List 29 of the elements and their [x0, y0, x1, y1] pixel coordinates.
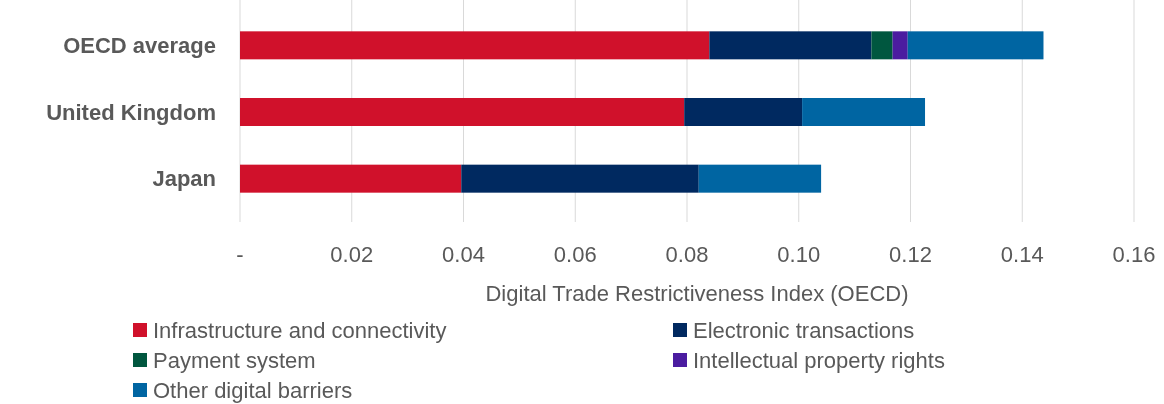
- x-tick-label: 0.12: [889, 242, 932, 267]
- bar: [240, 98, 685, 126]
- bar: [240, 164, 462, 193]
- x-tick-label: 0.06: [553, 242, 597, 267]
- x-tick-label: 0.08: [665, 242, 709, 267]
- x-tick-label: 0.02: [330, 242, 374, 267]
- x-tick-label: 0.16: [1112, 242, 1156, 267]
- bar: [892, 31, 908, 60]
- legend-label: Other digital barriers: [153, 377, 353, 403]
- bar: [802, 98, 926, 126]
- bar: [709, 31, 872, 60]
- legend-label: Infrastructure and connectivity: [153, 317, 447, 343]
- legend-label: Payment system: [153, 347, 316, 373]
- legend-label: Electronic transactions: [693, 317, 915, 343]
- bar: [461, 164, 699, 193]
- x-tick-label: -: [236, 242, 244, 267]
- x-tick-label: 0.04: [442, 242, 485, 267]
- x-axis-title: Digital Trade Restrictiveness Index (OECD): [485, 281, 909, 306]
- bar: [871, 31, 893, 60]
- bar: [698, 164, 822, 193]
- x-tick-label: 0.14: [1000, 242, 1044, 267]
- y-tick-label: United Kingdom: [46, 99, 216, 125]
- x-tick-label: 0.10: [777, 242, 821, 267]
- bar: [240, 31, 710, 60]
- bar: [684, 98, 803, 126]
- bar: [907, 31, 1044, 60]
- y-tick-label: Japan: [152, 166, 216, 192]
- legend-label: Intellectual property rights: [693, 347, 945, 373]
- y-tick-label: OECD average: [63, 33, 216, 59]
